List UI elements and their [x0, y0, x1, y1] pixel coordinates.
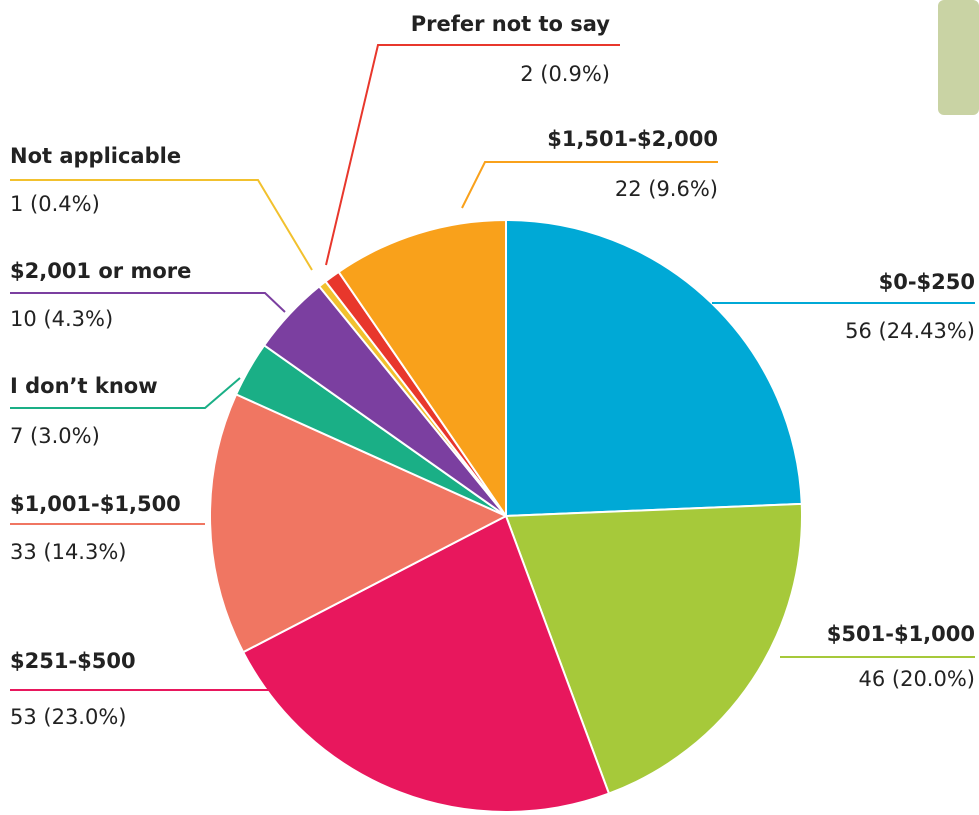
- slice-value-label: 7 (3.0%): [10, 424, 100, 448]
- leader-line: [461, 161, 718, 209]
- slice-label: $501-$1,000: [827, 622, 975, 646]
- leader-line: [10, 179, 313, 271]
- slice-value-label: 33 (14.3%): [10, 540, 127, 564]
- pie-slice: [504, 502, 803, 795]
- slice-value-label: 10 (4.3%): [10, 307, 113, 331]
- pie-slice: [505, 218, 803, 518]
- slice-value-label: 46 (20.0%): [859, 667, 976, 691]
- slice-label: $1,501-$2,000: [547, 127, 718, 151]
- slice-value-label: 2 (0.9%): [520, 62, 610, 86]
- leader-line: [10, 377, 241, 409]
- slice-label: $1,001-$1,500: [10, 492, 181, 516]
- pie-slice: [241, 514, 611, 813]
- slice-label: Prefer not to say: [411, 12, 611, 36]
- slice-label: $2,001 or more: [10, 259, 191, 283]
- leader-line: [325, 44, 620, 266]
- slice-value-label: 22 (9.6%): [615, 177, 718, 201]
- slice-label: $0-$250: [879, 270, 975, 294]
- slice-label: $251-$500: [10, 649, 136, 673]
- slice-label: I don’t know: [10, 374, 158, 398]
- thumbnail-photo: [938, 0, 979, 115]
- slice-value-label: 53 (23.0%): [10, 705, 127, 729]
- slice-value-label: 1 (0.4%): [10, 192, 100, 216]
- slice-label: Not applicable: [10, 144, 181, 168]
- pie-slice: [337, 218, 507, 520]
- pie-slice: [209, 393, 509, 654]
- slice-value-label: 56 (24.43%): [845, 319, 975, 343]
- leader-line: [10, 292, 286, 313]
